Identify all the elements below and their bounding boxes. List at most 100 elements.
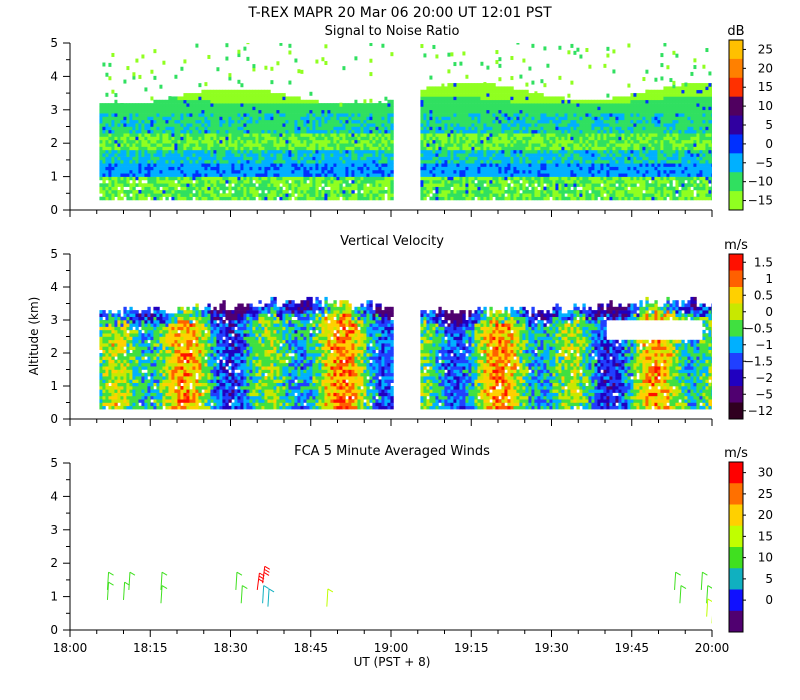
snr-cell xyxy=(375,109,379,114)
snr-noise xyxy=(423,53,427,58)
snr-cell xyxy=(579,179,583,184)
snr-cell xyxy=(213,173,217,177)
snr-cell xyxy=(300,99,304,104)
snr-cell xyxy=(564,143,568,147)
snr-cell xyxy=(222,149,226,154)
snr-cell xyxy=(126,173,130,177)
snr-cell xyxy=(426,89,430,94)
snr-cell xyxy=(255,179,259,184)
snr-cell xyxy=(123,109,127,114)
snr-cell xyxy=(213,99,217,104)
snr-cell xyxy=(459,119,463,124)
snr-cell xyxy=(597,159,601,164)
snr-cell xyxy=(108,193,112,197)
snr-cell xyxy=(576,183,580,187)
snr-cell xyxy=(240,176,244,181)
snr-cell xyxy=(138,149,142,154)
snr-cell xyxy=(303,159,307,164)
snr-cell xyxy=(423,189,427,194)
snr-noise xyxy=(510,76,514,81)
snr-cell xyxy=(471,153,475,157)
snr-cell xyxy=(117,169,121,174)
snr-cell xyxy=(576,119,580,124)
snr-cell xyxy=(135,123,139,127)
snr-cell xyxy=(375,106,379,111)
snr-cell xyxy=(174,196,178,201)
snr-cell xyxy=(129,196,133,201)
snr-cell xyxy=(132,123,136,127)
snr-cell xyxy=(273,96,277,101)
snr-cell xyxy=(351,103,355,107)
snr-cell xyxy=(528,143,532,147)
snr-cell xyxy=(216,146,220,151)
snr-cell xyxy=(183,146,187,151)
snr-cell xyxy=(270,146,274,151)
snr-cell xyxy=(123,129,127,134)
snr-cell xyxy=(423,163,427,167)
snr-cell xyxy=(504,143,508,147)
snr-cell xyxy=(231,103,235,107)
snr-cell xyxy=(498,176,502,181)
snr-cell xyxy=(147,106,151,111)
snr-cell xyxy=(192,113,196,117)
snr-cell xyxy=(453,179,457,184)
snr-cell xyxy=(282,156,286,161)
snr-cell xyxy=(219,133,223,137)
snr-cell xyxy=(465,99,469,104)
snr-cell xyxy=(156,113,160,117)
snr-cell xyxy=(270,129,274,134)
snr-cell xyxy=(264,159,268,164)
snr-cell xyxy=(327,113,331,117)
snr-cell xyxy=(369,176,373,181)
snr-cell xyxy=(540,96,544,101)
snr-cell xyxy=(519,93,523,97)
snr-cell xyxy=(306,163,310,167)
snr-cell xyxy=(519,89,523,94)
snr-cell xyxy=(258,116,262,121)
snr-cell xyxy=(468,86,472,91)
snr-cell xyxy=(495,89,499,94)
snr-cell xyxy=(312,196,316,201)
snr-cell xyxy=(252,186,256,191)
snr-cell xyxy=(261,146,265,151)
snr-cell xyxy=(471,143,475,147)
snr-noise xyxy=(288,50,292,55)
snr-cell xyxy=(162,156,166,161)
snr-cell xyxy=(219,193,223,197)
snr-cell xyxy=(516,116,520,121)
snr-cell xyxy=(156,169,160,174)
snr-cell xyxy=(108,163,112,167)
snr-cell xyxy=(483,119,487,124)
snr-cell xyxy=(255,106,259,111)
snr-cell xyxy=(273,126,277,131)
snr-cell xyxy=(549,126,553,131)
snr-cell xyxy=(204,123,208,127)
snr-cell xyxy=(468,139,472,144)
snr-cell xyxy=(198,129,202,134)
snr-cell xyxy=(564,103,568,107)
snr-cell xyxy=(573,133,577,137)
snr-cell xyxy=(168,103,172,107)
snr-cell xyxy=(423,143,427,147)
snr-cell xyxy=(588,103,592,107)
snr-cell xyxy=(561,156,565,161)
snr-cell xyxy=(315,103,319,107)
snr-cell xyxy=(534,106,538,111)
snr-cell xyxy=(147,193,151,197)
snr-noise xyxy=(102,62,106,67)
snr-cell xyxy=(369,179,373,184)
snr-cell xyxy=(516,106,520,111)
snr-cell xyxy=(531,93,535,97)
snr-cell xyxy=(453,86,457,91)
snr-cell xyxy=(555,143,559,147)
snr-cell xyxy=(453,99,457,104)
snr-cell xyxy=(342,196,346,201)
snr-cell xyxy=(561,159,565,164)
snr-noise xyxy=(525,82,529,87)
snr-cell xyxy=(306,183,310,187)
snr-cell xyxy=(162,166,166,171)
snr-cell xyxy=(585,166,589,171)
snr-cell xyxy=(276,136,280,141)
snr-cell xyxy=(189,163,193,167)
snr-cell xyxy=(231,146,235,151)
